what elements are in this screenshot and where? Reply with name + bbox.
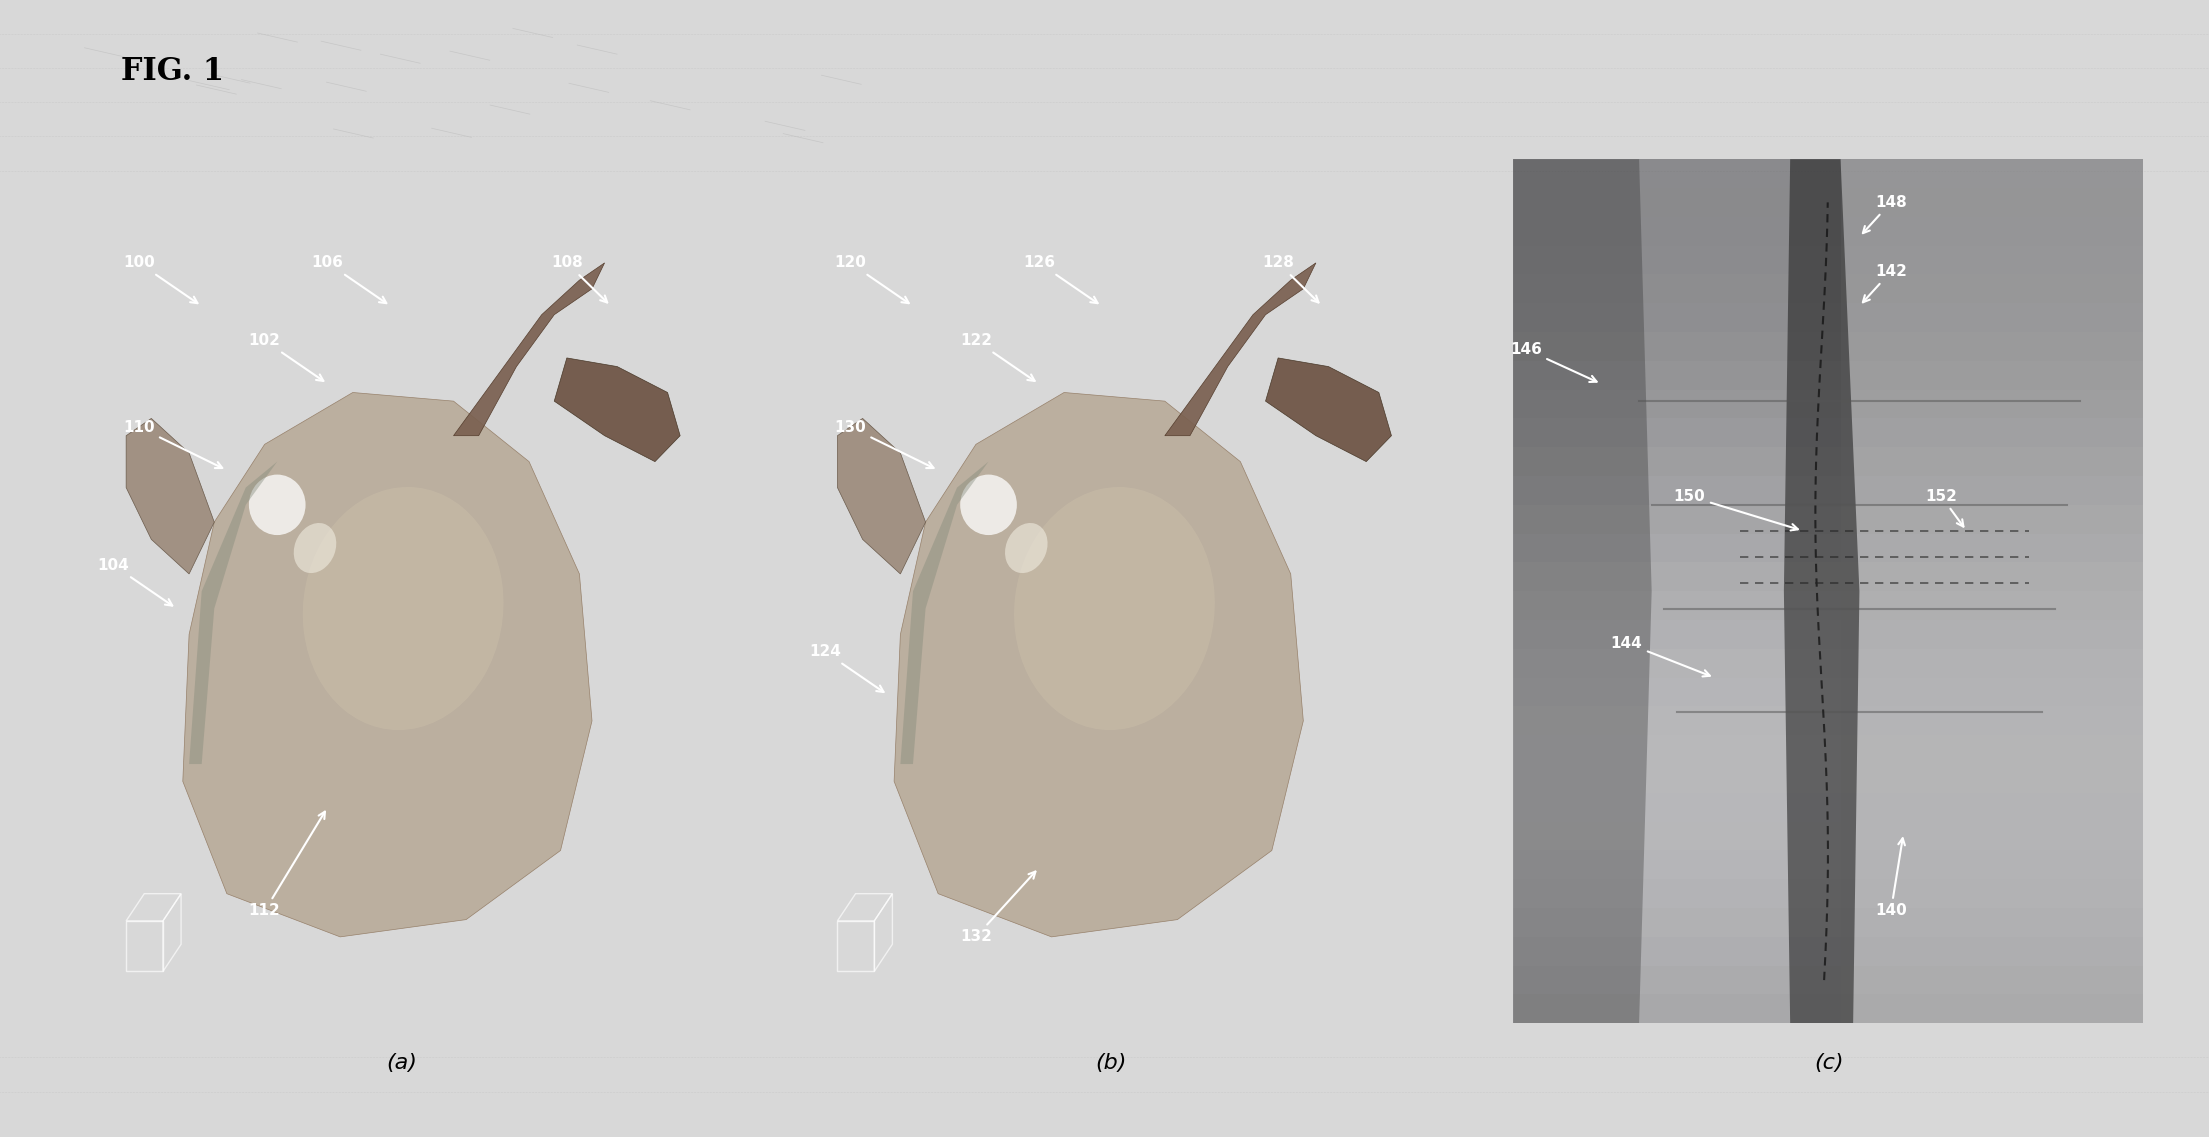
Text: 140: 140 [1875, 838, 1906, 919]
Bar [1513, 764, 2143, 792]
Text: 130: 130 [835, 420, 934, 468]
Text: 120: 120 [835, 256, 908, 304]
Bar [1513, 591, 2143, 620]
Bar [1513, 332, 2143, 360]
Bar [1513, 159, 2143, 188]
Polygon shape [1785, 159, 1860, 1023]
Ellipse shape [250, 474, 305, 536]
Polygon shape [453, 263, 605, 435]
Bar [1513, 706, 2143, 736]
Text: 104: 104 [97, 558, 172, 606]
Text: 112: 112 [250, 812, 325, 919]
Bar [1513, 678, 2143, 706]
Polygon shape [837, 418, 926, 574]
Text: 150: 150 [1674, 489, 1798, 531]
Polygon shape [183, 392, 592, 937]
Text: FIG. 1: FIG. 1 [121, 56, 225, 86]
Polygon shape [1164, 263, 1317, 435]
Polygon shape [554, 358, 680, 462]
Text: 152: 152 [1926, 489, 1964, 526]
Text: 102: 102 [250, 333, 323, 381]
Polygon shape [1266, 358, 1392, 462]
Text: 128: 128 [1261, 256, 1319, 302]
Text: 144: 144 [1610, 636, 1710, 677]
Text: 146: 146 [1509, 342, 1597, 382]
Bar [1513, 649, 2143, 678]
Polygon shape [901, 462, 990, 764]
Bar [1513, 304, 2143, 332]
Bar [1513, 620, 2143, 649]
Text: 122: 122 [961, 333, 1034, 381]
Text: 142: 142 [1862, 264, 1906, 302]
Text: 106: 106 [311, 256, 387, 304]
Bar [1513, 879, 2143, 908]
Bar [1513, 188, 2143, 217]
Ellipse shape [1005, 523, 1047, 573]
Bar [1513, 937, 2143, 965]
Bar [1513, 418, 2143, 447]
Bar [1513, 274, 2143, 304]
Text: 110: 110 [124, 420, 223, 468]
Polygon shape [126, 418, 214, 574]
Bar [1513, 533, 2143, 563]
Text: 148: 148 [1862, 194, 1906, 233]
Text: 124: 124 [808, 645, 884, 692]
Text: 132: 132 [961, 872, 1036, 945]
Ellipse shape [1014, 487, 1215, 730]
Polygon shape [190, 462, 278, 764]
Bar [1513, 217, 2143, 246]
Ellipse shape [961, 474, 1016, 536]
Bar [1513, 505, 2143, 533]
Ellipse shape [303, 487, 504, 730]
Bar [1513, 792, 2143, 822]
Text: (b): (b) [1096, 1053, 1127, 1073]
Bar [1513, 736, 2143, 764]
Polygon shape [1513, 159, 1652, 1023]
Bar [1513, 995, 2143, 1023]
Text: 108: 108 [550, 256, 607, 302]
Bar [1513, 476, 2143, 505]
Bar [1513, 390, 2143, 418]
Bar [1513, 850, 2143, 879]
Bar [1513, 965, 2143, 995]
Bar [1513, 447, 2143, 476]
Text: (c): (c) [1814, 1053, 1845, 1073]
Polygon shape [895, 392, 1303, 937]
Bar [1513, 246, 2143, 274]
Ellipse shape [294, 523, 336, 573]
Text: 126: 126 [1023, 256, 1098, 304]
Text: 100: 100 [124, 256, 197, 304]
Bar [1513, 822, 2143, 850]
Bar [1840, 159, 2143, 1023]
Bar [1513, 563, 2143, 591]
Bar [1513, 360, 2143, 390]
Text: (a): (a) [387, 1053, 418, 1073]
Bar [1513, 908, 2143, 937]
